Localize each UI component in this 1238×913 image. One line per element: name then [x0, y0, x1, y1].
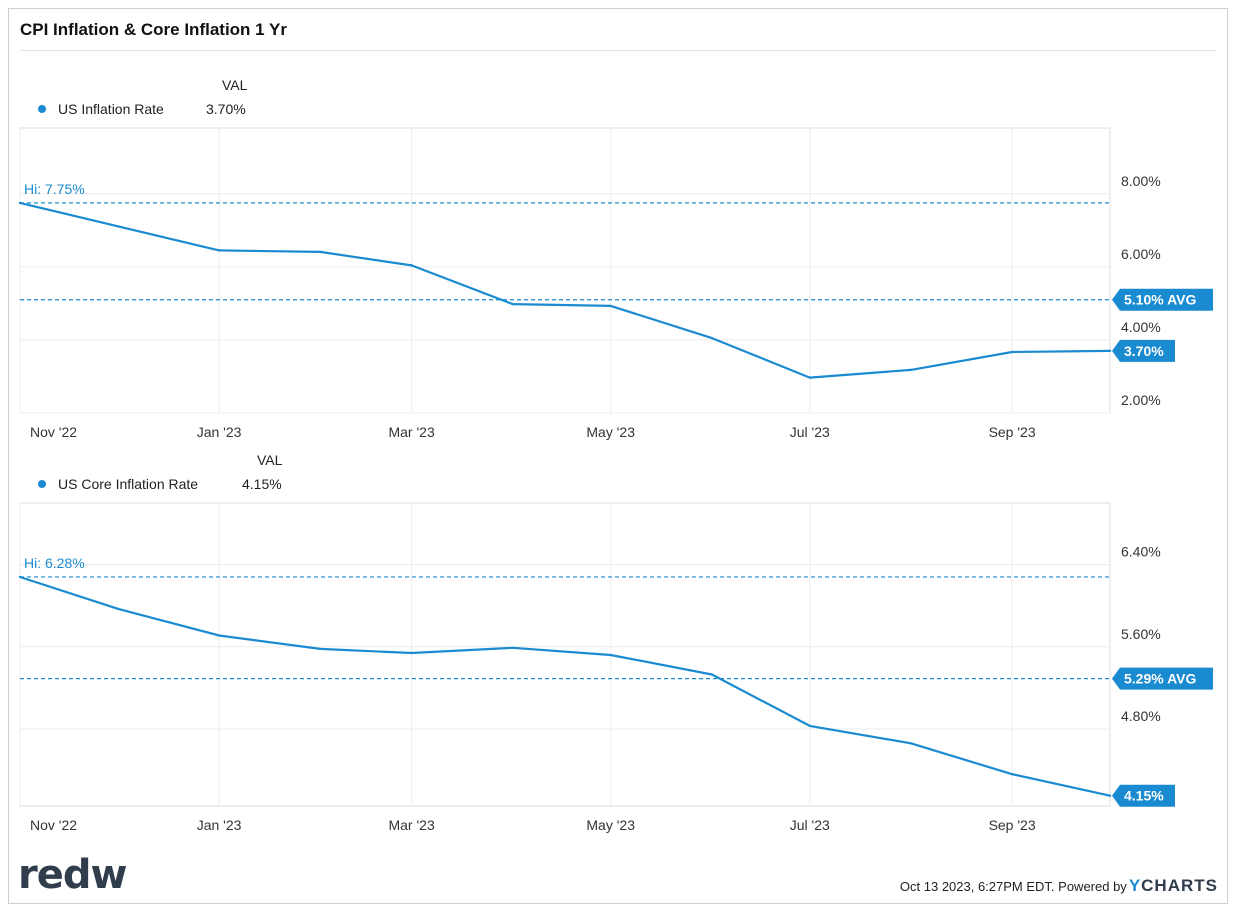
legend-value-2: 4.15%	[242, 476, 282, 492]
x-tick-label: Jan '23	[197, 424, 242, 440]
legend-dot-icon	[38, 105, 46, 113]
data-point	[710, 673, 714, 676]
last-value-label: 4.15%	[1124, 788, 1164, 804]
legend-series-name: US Inflation Rate	[58, 101, 164, 117]
y-tick-label: 8.00%	[1121, 173, 1161, 189]
hi-label: Hi: 6.28%	[24, 555, 85, 571]
x-tick-label: Jan '23	[197, 817, 242, 833]
data-point	[18, 201, 22, 205]
data-point	[1108, 349, 1112, 353]
data-point	[217, 634, 221, 637]
chart-title: CPI Inflation & Core Inflation 1 Yr	[20, 20, 287, 39]
series-line-2	[19, 575, 1111, 797]
legend-dot-icon	[38, 480, 46, 488]
legend-header-2: VAL	[257, 452, 283, 468]
legend-header-1: VAL	[222, 77, 248, 93]
avg-badge	[1112, 288, 1213, 311]
y-tick-label: 4.00%	[1121, 319, 1161, 335]
legend-series-name: US Core Inflation Rate	[58, 476, 199, 492]
plot-area	[19, 127, 1111, 414]
data-point	[1108, 794, 1112, 797]
data-point	[710, 336, 714, 340]
x-tick-label: Nov '22	[30, 424, 77, 440]
hi-label: Hi: 7.75%	[24, 181, 85, 197]
avg-badge-label: 5.10% AVG	[1124, 292, 1196, 308]
x-tick-label: May '23	[586, 424, 635, 440]
data-point	[18, 575, 22, 579]
y-tick-label: 6.00%	[1121, 246, 1161, 262]
x-tick-label: Mar '23	[388, 817, 434, 833]
legend-item-us-inflation[interactable]: US Inflation Rate	[38, 101, 164, 117]
chart-1: 8.00% 6.00% 4.00% 2.00% Nov '22 Jan '23 Mar '2…	[18, 127, 1213, 440]
data-point	[909, 742, 913, 745]
x-tick-label: May '23	[586, 817, 635, 833]
data-point	[609, 304, 612, 308]
x-tick-label: Jul '23	[790, 817, 830, 833]
series-line-1	[19, 201, 1111, 379]
avg-badge-label: 5.29% AVG	[1124, 671, 1196, 687]
data-point	[116, 225, 120, 228]
last-value-badge	[1112, 784, 1175, 807]
y-tick-label: 5.60%	[1121, 626, 1161, 642]
data-point	[410, 651, 413, 655]
legend-item-us-core-inflation[interactable]: US Core Inflation Rate	[38, 476, 198, 492]
plot-area	[19, 502, 1111, 807]
legend-value-1: 3.70%	[206, 101, 246, 117]
y-tick-label: 6.40%	[1121, 544, 1161, 560]
title-divider	[20, 50, 1216, 51]
data-point	[217, 249, 221, 252]
footer: Oct 13 2023, 6:27PM EDT. Powered by YCHA…	[900, 876, 1218, 896]
data-point	[1010, 350, 1014, 354]
x-tick-label: Sep '23	[989, 424, 1036, 440]
last-value-badge	[1112, 339, 1175, 362]
data-point	[319, 647, 322, 651]
last-value-label: 3.70%	[1124, 343, 1164, 359]
data-point	[511, 646, 514, 650]
data-point	[808, 376, 811, 379]
redw-logo: redw	[18, 852, 127, 898]
data-point	[511, 302, 514, 306]
x-tick-label: Mar '23	[388, 424, 434, 440]
y-tick-label: 2.00%	[1121, 392, 1161, 408]
avg-badge	[1112, 667, 1213, 690]
x-tick-label: Sep '23	[989, 817, 1036, 833]
data-point	[319, 250, 322, 254]
ycharts-logo[interactable]: YCHARTS	[1129, 876, 1218, 896]
data-point	[609, 653, 612, 657]
footer-timestamp: Oct 13 2023, 6:27PM EDT. Powered by	[899, 879, 1127, 894]
data-point	[410, 264, 413, 267]
data-point	[909, 368, 913, 372]
data-point	[1010, 772, 1014, 776]
data-point	[808, 724, 811, 728]
x-tick-label: Nov '22	[30, 817, 77, 833]
ycharts-logo-y: Y	[1128, 876, 1142, 895]
ycharts-logo-rest: CHARTS	[1141, 876, 1218, 895]
chart-2: 6.40% 5.60% 4.80% Nov '22 Jan '23 Mar '23 May …	[18, 502, 1213, 833]
y-tick-label: 4.80%	[1121, 708, 1161, 724]
data-point	[116, 607, 120, 610]
chart-frame	[8, 8, 1228, 904]
x-tick-label: Jul '23	[790, 424, 830, 440]
